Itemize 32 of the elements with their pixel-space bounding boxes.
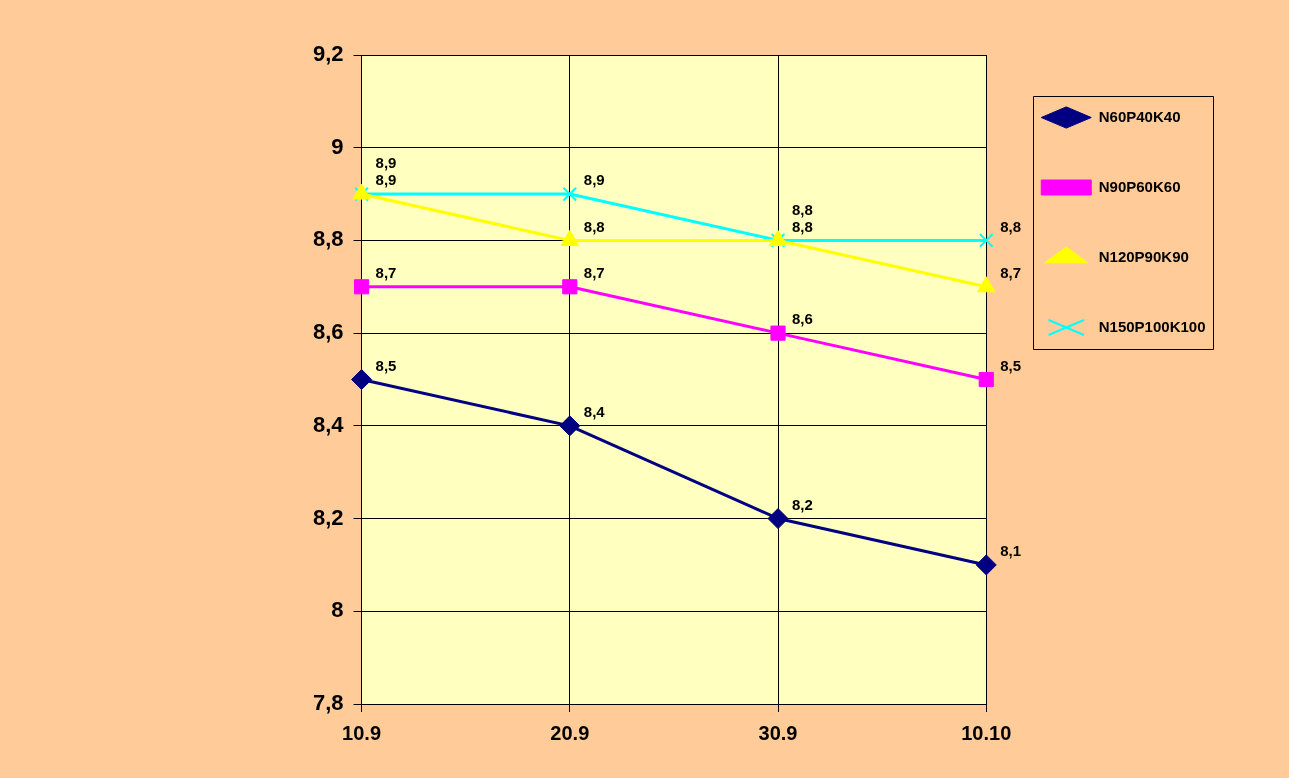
y-tick-label: 9,2 xyxy=(312,41,344,67)
data-label: 8,7 xyxy=(1000,263,1022,281)
y-tick-label: 8,8 xyxy=(312,226,344,252)
legend-label: N60P40K40 xyxy=(1098,107,1181,125)
data-label: 8,9 xyxy=(375,154,397,172)
data-label: 8,7 xyxy=(583,263,605,281)
y-tick-label: 9 xyxy=(331,133,344,159)
data-label: 8,6 xyxy=(792,310,813,328)
data-label: 8,8 xyxy=(1000,217,1022,235)
legend-label: N120P90K90 xyxy=(1098,247,1189,265)
y-tick-label: 8,6 xyxy=(312,319,344,345)
x-tick-label: 20.9 xyxy=(550,721,590,744)
legend-label: N90P60K60 xyxy=(1098,177,1181,195)
data-label: 8,1 xyxy=(1000,542,1022,560)
data-label: 8,4 xyxy=(583,403,606,420)
y-tick-label: 8,4 xyxy=(312,411,345,437)
data-label: 8,7 xyxy=(375,263,397,281)
data-label: 8,8 xyxy=(792,217,813,235)
data-label: 8,8 xyxy=(583,217,605,235)
x-tick-label: 30.9 xyxy=(758,721,798,744)
y-tick-label: 8 xyxy=(331,597,344,623)
data-label: 8,2 xyxy=(792,495,813,513)
data-label: 8,9 xyxy=(583,171,605,189)
y-tick-label: 7,8 xyxy=(312,690,344,716)
data-label: 8,8 xyxy=(792,200,813,218)
data-label: 8,9 xyxy=(375,171,397,189)
x-tick-label: 10.10 xyxy=(961,721,1012,744)
x-tick-label: 10.9 xyxy=(342,721,382,744)
data-label: 8,5 xyxy=(1000,356,1022,374)
data-label: 8,5 xyxy=(375,356,397,374)
y-tick-label: 8,2 xyxy=(312,504,344,530)
legend-label: N150P100K100 xyxy=(1098,317,1206,335)
